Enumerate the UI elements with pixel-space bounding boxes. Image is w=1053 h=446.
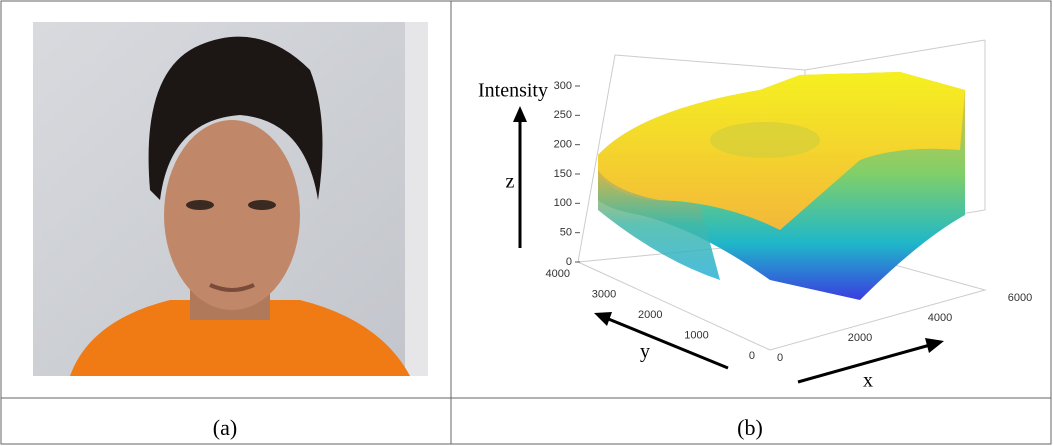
z-tick-label: 300 — [554, 80, 572, 92]
z-axis-label: z — [506, 171, 515, 193]
z-tick-label: 0 — [566, 256, 572, 268]
y-axis-label: y — [640, 341, 650, 363]
x-tick-label: 6000 — [1008, 292, 1032, 304]
z-tick-label: 200 — [554, 139, 572, 151]
z-axis-title: Intensity — [478, 80, 548, 102]
surface — [598, 72, 965, 300]
y-tick-label: 2000 — [638, 309, 662, 321]
y-tick-label: 3000 — [592, 288, 616, 300]
photo — [33, 22, 428, 376]
x-tick-label: 4000 — [928, 312, 952, 324]
axis-arrows — [513, 106, 944, 384]
x-axis-label: x — [863, 370, 873, 392]
x-tick-label: 0 — [777, 352, 783, 364]
panel-caption: (b) — [737, 415, 763, 440]
y-tick-label: 4000 — [546, 268, 570, 280]
z-tick-label: 150 — [554, 168, 572, 180]
y-tick-label: 0 — [749, 350, 755, 362]
z-tick-label: 100 — [554, 197, 572, 209]
panel-caption: (a) — [213, 415, 237, 440]
z-tick-label: 250 — [554, 109, 572, 121]
y-tick-label: 1000 — [684, 329, 708, 341]
x-tick-label: 2000 — [848, 332, 872, 344]
z-tick-label: 50 — [560, 227, 572, 239]
